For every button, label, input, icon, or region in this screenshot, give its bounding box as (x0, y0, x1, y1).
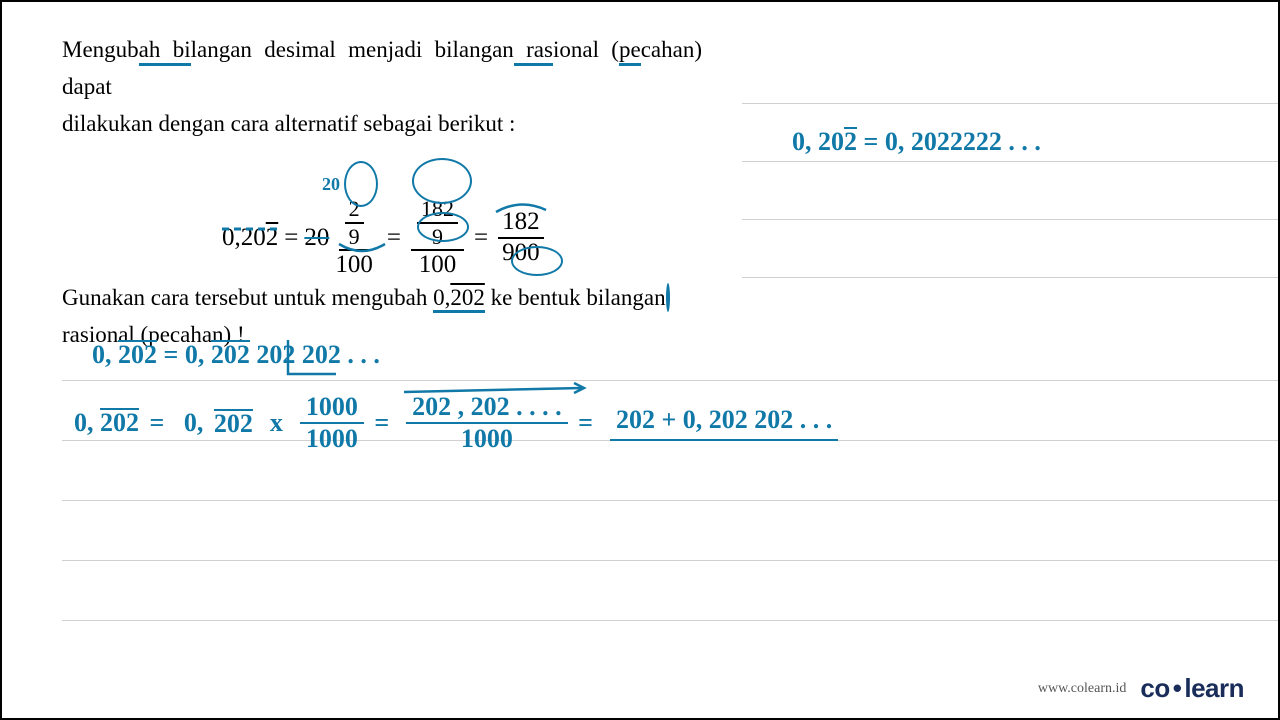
rule-line (62, 500, 1278, 501)
rule-line (62, 560, 1278, 561)
footer-url: www.colearn.id (1038, 681, 1127, 697)
overline-arc-icon (494, 200, 548, 214)
problem-line-1: Mengubah bilangan desimal menjadi bilang… (62, 32, 702, 106)
annotation-twenty: 20 (322, 174, 340, 195)
work-step-2: 0, 202 = 0, 202 x 1000 1000 = 202 , 202 … (74, 392, 838, 454)
problem-line-3: Gunakan cara tersebut untuk mengubah 0,2… (62, 280, 712, 317)
annotation-right-expansion: 0, 202 = 0, 2022222 . . . (792, 127, 1041, 157)
problem-line-2: dilakukan dengan cara alternatif sebagai… (62, 106, 702, 143)
underline-arc-icon (337, 242, 387, 256)
circle-annotation-icon (511, 246, 563, 276)
rule-line (742, 277, 1278, 278)
rule-line (62, 620, 1278, 621)
overline-arrow-icon (402, 382, 592, 396)
footer: www.colearn.id co•learn (1038, 673, 1244, 704)
rule-line (62, 380, 1278, 381)
colearn-logo: co•learn (1140, 673, 1244, 704)
rule-line (742, 103, 1278, 104)
bracket-icon (286, 338, 340, 378)
dash-underline-icon (222, 226, 288, 234)
example-formula: 0,202 = 20 29 100 = 1829 100 = 182 900 (222, 156, 1218, 266)
